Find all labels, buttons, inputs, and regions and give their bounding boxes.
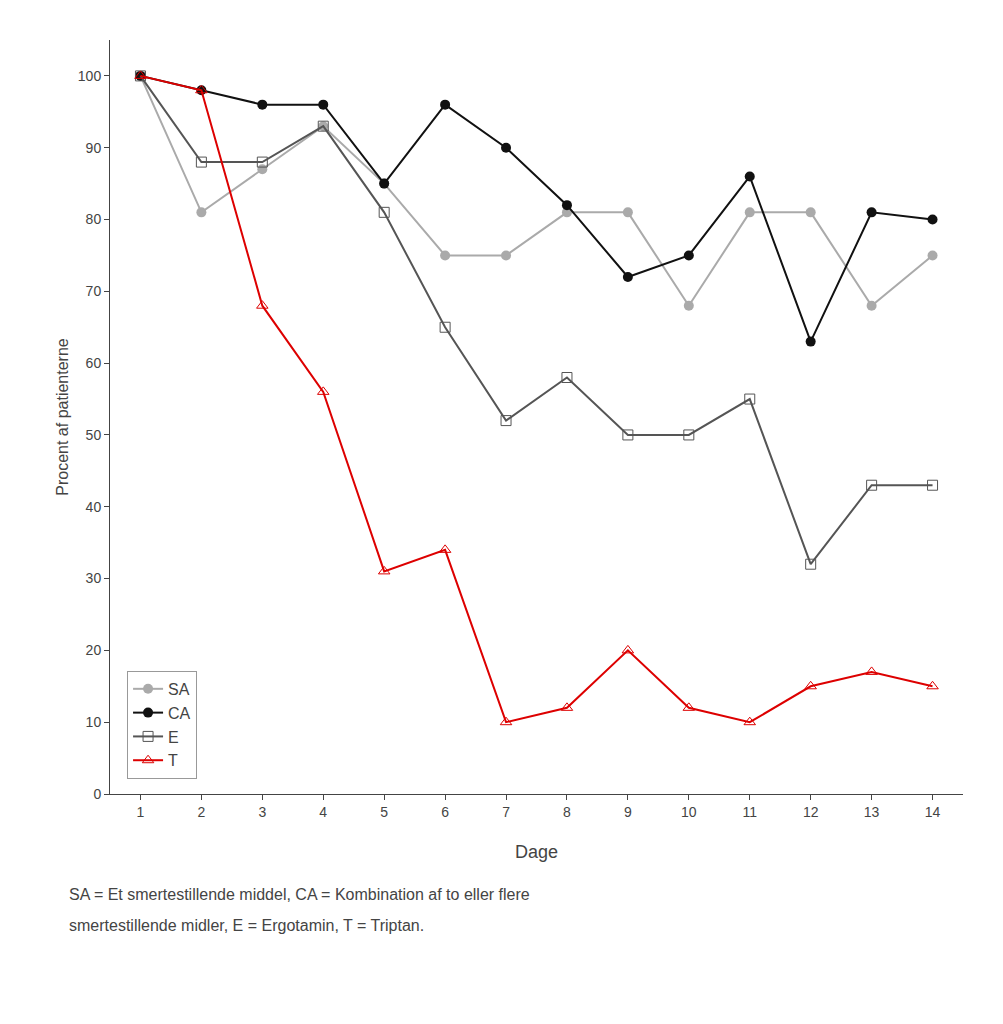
svg-text:13: 13 (864, 804, 880, 820)
svg-text:10: 10 (681, 804, 697, 820)
svg-text:20: 20 (86, 642, 102, 658)
svg-text:3: 3 (258, 804, 266, 820)
svg-text:SA: SA (168, 681, 190, 698)
svg-text:Procent af patienterne: Procent af patienterne (54, 338, 71, 496)
svg-text:50: 50 (86, 427, 102, 443)
svg-text:12: 12 (803, 804, 819, 820)
svg-text:100: 100 (78, 68, 102, 84)
svg-text:6: 6 (441, 804, 449, 820)
svg-text:30: 30 (86, 570, 102, 586)
svg-text:CA: CA (168, 705, 191, 722)
svg-text:0: 0 (93, 786, 101, 802)
svg-text:SA = Et smertestillende middel: SA = Et smertestillende middel, CA = Kom… (69, 886, 530, 903)
svg-text:Dage: Dage (515, 842, 558, 862)
svg-text:5: 5 (380, 804, 388, 820)
svg-text:90: 90 (86, 140, 102, 156)
svg-text:7: 7 (502, 804, 510, 820)
svg-text:8: 8 (563, 804, 571, 820)
svg-text:60: 60 (86, 355, 102, 371)
svg-text:E: E (168, 729, 179, 746)
svg-text:1: 1 (137, 804, 145, 820)
svg-text:11: 11 (742, 804, 757, 820)
svg-text:40: 40 (86, 499, 102, 515)
svg-text:2: 2 (197, 804, 205, 820)
svg-text:10: 10 (86, 714, 102, 730)
svg-text:14: 14 (925, 804, 941, 820)
svg-text:80: 80 (86, 211, 102, 227)
svg-text:smertestillende midler, E = Er: smertestillende midler, E = Ergotamin, T… (69, 917, 424, 934)
svg-text:4: 4 (319, 804, 327, 820)
svg-text:T: T (168, 752, 178, 769)
svg-text:9: 9 (624, 804, 632, 820)
svg-text:70: 70 (86, 283, 102, 299)
